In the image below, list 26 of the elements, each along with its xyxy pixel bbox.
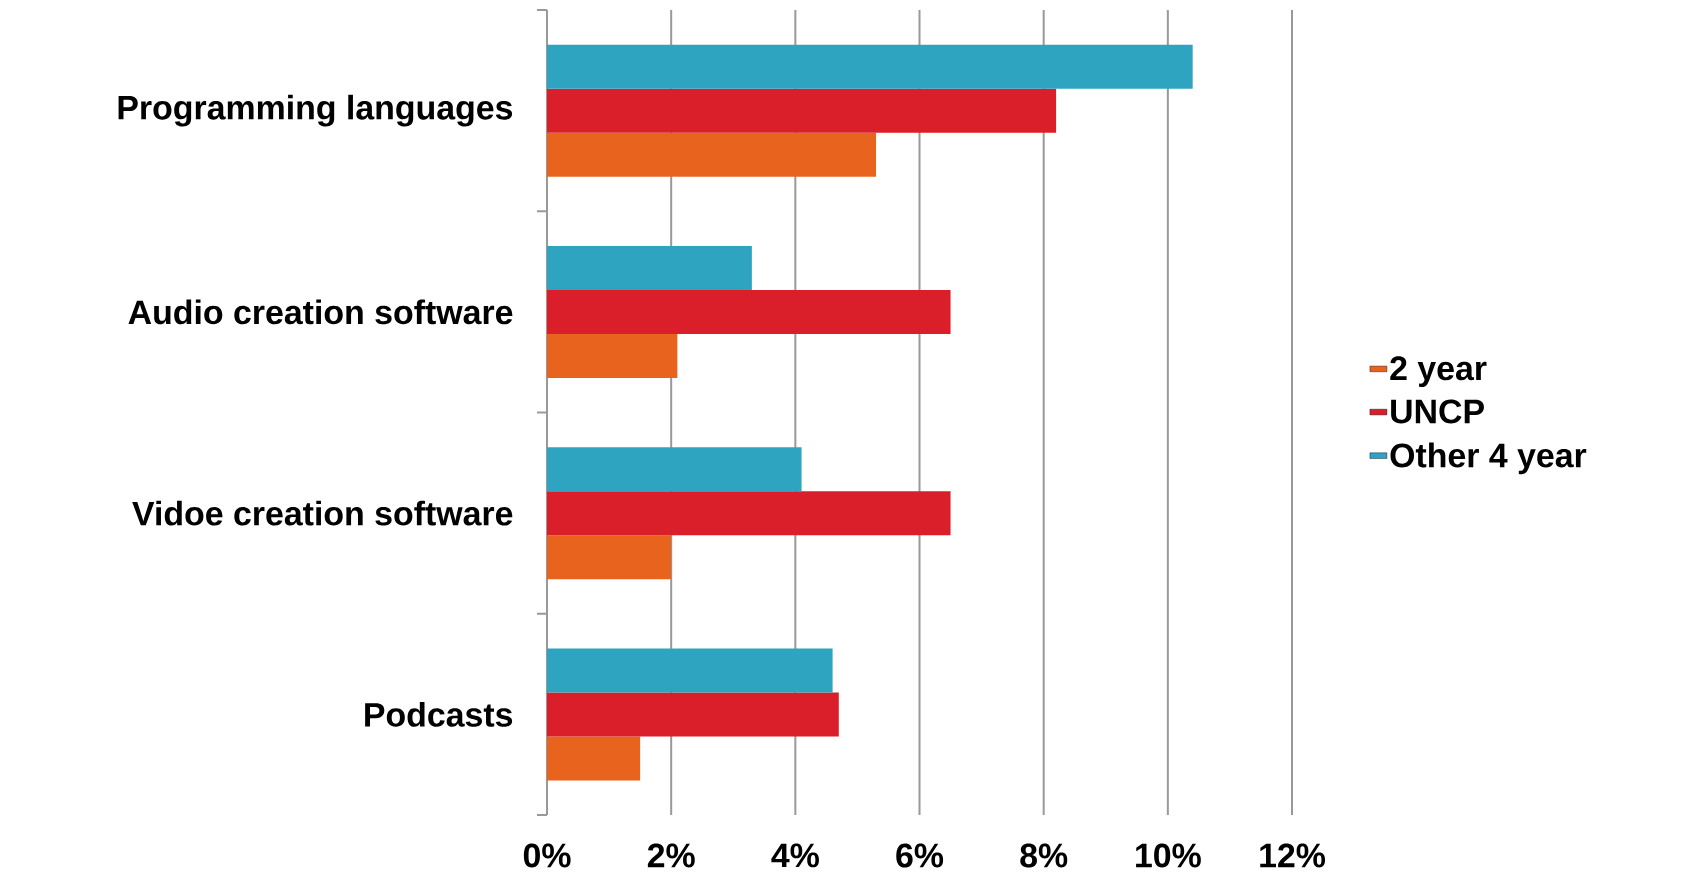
x-tick-label: 0%: [523, 843, 571, 868]
legend-label: 2 year: [1390, 356, 1487, 388]
x-tick-label: 2%: [647, 843, 695, 868]
bar: [547, 88, 1057, 133]
bar: [547, 447, 802, 492]
y-tick-label: Audio creation software: [128, 299, 513, 325]
x-tick-label: 6%: [896, 843, 944, 868]
x-tick-label: 8%: [1020, 843, 1068, 868]
y-tick-label: Vidoe creation software: [132, 500, 513, 526]
bar: [547, 44, 1193, 89]
x-tick-label: 10%: [1136, 843, 1201, 868]
x-tick-label: 12%: [1260, 843, 1326, 868]
legend-label: Other 4 year: [1390, 442, 1587, 475]
bar: [547, 289, 951, 334]
y-tick-label: Programming languages: [118, 94, 513, 127]
bar: [547, 736, 641, 781]
bar: [547, 333, 678, 378]
y-tick-label: Podcasts: [365, 701, 513, 727]
bar: [547, 245, 752, 290]
legend-label: UNCP: [1391, 399, 1484, 424]
bar: [547, 535, 672, 580]
x-tick-label: 4%: [771, 843, 819, 868]
bar: [547, 692, 839, 737]
bar: [547, 648, 833, 693]
bar: [547, 132, 877, 177]
bar: [547, 491, 951, 536]
